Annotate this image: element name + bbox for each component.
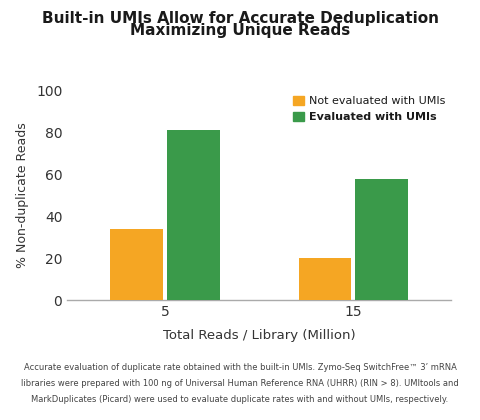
Text: Built-in UMIs Allow for Accurate Deduplication: Built-in UMIs Allow for Accurate Dedupli… [41, 10, 439, 26]
Y-axis label: % Non-duplicate Reads: % Non-duplicate Reads [16, 122, 29, 268]
Bar [299, 258, 351, 300]
Text: MarkDuplicates (Picard) were used to evaluate duplicate rates with and without U: MarkDuplicates (Picard) were used to eva… [31, 395, 449, 404]
Bar [355, 178, 408, 300]
Text: Maximizing Unique Reads: Maximizing Unique Reads [130, 23, 350, 38]
Legend: Not evaluated with UMIs, Evaluated with UMIs: Not evaluated with UMIs, Evaluated with … [293, 96, 445, 122]
Text: Accurate evaluation of duplicate rate obtained with the built-in UMIs. Zymo-Seq : Accurate evaluation of duplicate rate ob… [24, 363, 456, 372]
Bar [167, 130, 220, 300]
Bar [110, 229, 163, 300]
Text: libraries were prepared with 100 ng of Universal Human Reference RNA (UHRR) (RIN: libraries were prepared with 100 ng of U… [21, 379, 459, 388]
X-axis label: Total Reads / Library (Million): Total Reads / Library (Million) [163, 329, 356, 342]
